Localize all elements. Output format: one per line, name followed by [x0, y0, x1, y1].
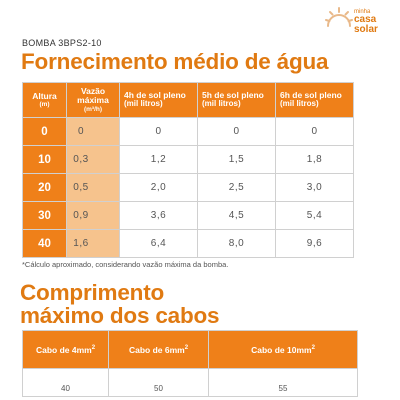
- water-supply-table: Altura (m) Vazão máxima (m³/h) 4h de sol…: [22, 82, 354, 258]
- product-name: BOMBA 3BPS2-10: [22, 38, 102, 48]
- header-altura: Altura (m): [22, 82, 67, 118]
- cell-altura: 20: [22, 173, 67, 202]
- cell-6h: 0: [275, 117, 354, 146]
- cell-altura: 30: [22, 201, 67, 230]
- header-cabo-4mm: Cabo de 4mm2: [22, 330, 109, 369]
- section-title: Comprimento máximo dos cabos: [20, 280, 220, 328]
- cell-6h: 9,6: [275, 229, 354, 258]
- cell-cabo-4mm: 40: [22, 368, 109, 397]
- cell-vazao: 0,9: [66, 201, 120, 230]
- sun-icon: [325, 7, 353, 27]
- cable-length-table: Cabo de 4mm2 Cabo de 6mm2 Cabo de 10mm2 …: [22, 330, 358, 397]
- cell-vazao: 0: [66, 117, 120, 146]
- logo-text-solar: solar: [354, 24, 378, 35]
- cell-4h: 6,4: [119, 229, 198, 258]
- cell-5h: 1,5: [197, 145, 276, 174]
- table-row: 40 1,6 6,4 8,0 9,6: [22, 229, 354, 258]
- header-4h: 4h de sol pleno (mil litros): [119, 82, 198, 118]
- cell-4h: 2,0: [119, 173, 198, 202]
- cell-5h: 4,5: [197, 201, 276, 230]
- header-cabo-6mm: Cabo de 6mm2: [108, 330, 209, 369]
- cell-altura: 0: [22, 117, 67, 146]
- cell-5h: 2,5: [197, 173, 276, 202]
- section-title-line1: Comprimento: [20, 280, 165, 305]
- table-row: 30 0,9 3,6 4,5 5,4: [22, 201, 354, 230]
- cell-5h: 8,0: [197, 229, 276, 258]
- cell-altura: 10: [22, 145, 67, 174]
- cell-6h: 1,8: [275, 145, 354, 174]
- header-5h: 5h de sol pleno (mil litros): [197, 82, 276, 118]
- cell-vazao: 1,6: [66, 229, 120, 258]
- footnote: *Cálculo aproximado, considerando vazão …: [22, 260, 229, 269]
- table-row: 40 50 55: [22, 368, 358, 397]
- brand-logo: minha casa solar: [324, 4, 388, 38]
- cell-altura: 40: [22, 229, 67, 258]
- table-row: 10 0,3 1,2 1,5 1,8: [22, 145, 354, 174]
- cell-4h: 3,6: [119, 201, 198, 230]
- page-title: Fornecimento médio de água: [21, 49, 329, 74]
- table-row: 20 0,5 2,0 2,5 3,0: [22, 173, 354, 202]
- header-cabo-10mm: Cabo de 10mm2: [208, 330, 358, 369]
- header-vazao: Vazão máxima (m³/h): [66, 82, 120, 118]
- cell-6h: 3,0: [275, 173, 354, 202]
- cell-cabo-6mm: 50: [108, 368, 209, 397]
- logo-text-casa: casa: [354, 14, 377, 25]
- cell-4h: 0: [119, 117, 198, 146]
- cell-5h: 0: [197, 117, 276, 146]
- cell-4h: 1,2: [119, 145, 198, 174]
- table-header-row: Altura (m) Vazão máxima (m³/h) 4h de sol…: [22, 82, 354, 118]
- header-6h: 6h de sol pleno (mil litros): [275, 82, 354, 118]
- table-row: 0 0 0 0 0: [22, 117, 354, 146]
- cell-cabo-10mm: 55: [208, 368, 358, 397]
- section-title-line2: máximo dos cabos: [20, 303, 220, 328]
- cell-vazao: 0,3: [66, 145, 120, 174]
- table-header-row: Cabo de 4mm2 Cabo de 6mm2 Cabo de 10mm2: [22, 330, 358, 369]
- logo-text-minha: minha: [354, 9, 371, 15]
- cell-vazao: 0,5: [66, 173, 120, 202]
- cell-6h: 5,4: [275, 201, 354, 230]
